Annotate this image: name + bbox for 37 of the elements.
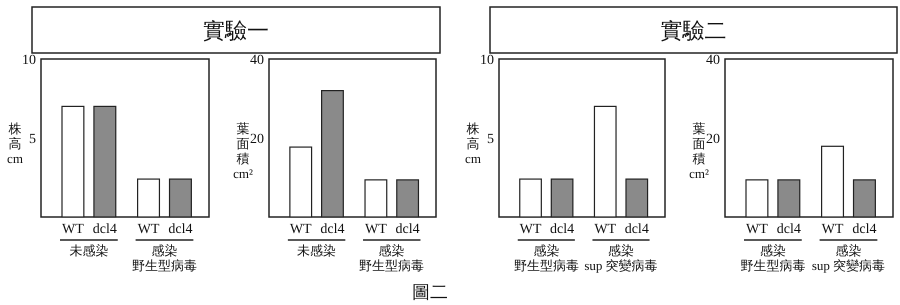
y-tick-label: 40 [706, 53, 720, 68]
x-tick-label: WT [594, 222, 617, 237]
y-axis-title: 株高 cm [465, 121, 481, 166]
y-tick-label: 5 [29, 132, 36, 147]
text: 感染sup 突變病毒 [584, 243, 658, 273]
text: 感染野生型病毒 [514, 243, 579, 273]
x-tick-label: dcl4 [396, 222, 420, 237]
x-tick-label: WT [746, 222, 768, 237]
y-tick-label: 10 [22, 53, 36, 68]
x-tick-label: dcl4 [852, 222, 876, 237]
y-tick-label: 40 [250, 53, 264, 68]
x-tick-label: WT [138, 222, 160, 237]
x-tick-label: WT [364, 222, 388, 237]
x-tick-label: WT [520, 222, 542, 237]
y-tick-label: 5 [487, 132, 494, 147]
y-tick-label: 20 [706, 132, 720, 147]
x-tick-label: dcl4 [776, 222, 801, 237]
text: 感染野生型病毒 [359, 243, 424, 273]
x-tick-label: dcl4 [624, 222, 649, 237]
text: 圖二 [412, 282, 448, 302]
text: 未感染 [297, 243, 336, 258]
x-tick-label: dcl4 [550, 222, 574, 237]
chart-title: 實驗一 [203, 18, 269, 43]
x-tick-label: WT [62, 222, 84, 237]
x-tick-label: dcl4 [320, 222, 345, 237]
chart-title: 實驗二 [660, 18, 726, 43]
text: 感染sup 突變病毒 [812, 243, 886, 273]
text: 感染野生型病毒 [740, 243, 806, 273]
x-tick-label: dcl4 [92, 222, 117, 237]
y-tick-label: 20 [250, 132, 264, 147]
text: 感染野生型病毒 [132, 243, 197, 273]
x-tick-label: WT [290, 222, 312, 237]
y-tick-label: 10 [480, 53, 494, 68]
text: 未感染 [69, 243, 108, 258]
y-axis-title: 株高 cm [7, 121, 23, 166]
x-tick-label: dcl4 [168, 222, 192, 237]
x-tick-label: WT [822, 222, 844, 237]
